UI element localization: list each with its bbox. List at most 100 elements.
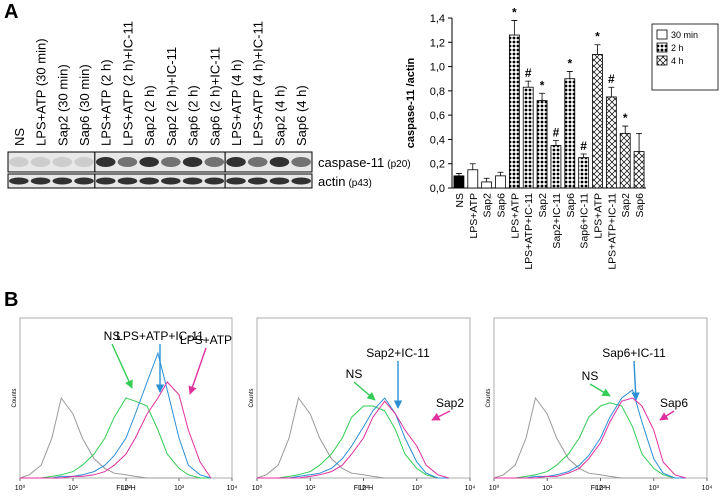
histogram-line	[494, 389, 686, 479]
histogram-line	[20, 381, 212, 479]
lane-label: LPS+ATP (30 min)	[34, 38, 49, 146]
blot-band	[226, 177, 246, 185]
x-tick-label: Sap2	[537, 193, 549, 218]
annotation-arrow	[589, 383, 611, 397]
lane-label: NS	[12, 128, 27, 146]
blot-band	[182, 177, 203, 185]
blot-band	[269, 177, 290, 185]
x-tick-label: Sap2	[482, 193, 494, 218]
significance-marker: *	[567, 56, 572, 70]
y-tick-label: 0,4	[430, 134, 445, 146]
bar	[508, 34, 520, 189]
x-tick-label: NS	[454, 193, 466, 208]
bar	[564, 78, 576, 189]
lane-label: Sap6 (30 min)	[77, 64, 92, 146]
x-tick-label: LPS+ATP+IC-11	[606, 193, 618, 270]
x-axis-label: FL2-H	[116, 485, 135, 492]
lane-label: LPS+ATP (2 h)+IC-11	[120, 21, 135, 146]
y-tick-label: 0,8	[430, 86, 445, 98]
annotation-label: NS	[582, 369, 599, 383]
histogram-line	[19, 396, 211, 479]
band-size: (p43)	[348, 178, 371, 189]
x-tick-label: 10³	[412, 485, 423, 492]
error-bar	[525, 80, 532, 88]
annotation-arrow	[353, 381, 376, 401]
error-bar	[636, 132, 643, 152]
y-tick-label: 1,4	[430, 13, 445, 25]
x-tick-label: LPS+ATP	[509, 193, 521, 239]
band-label: actin (p43)	[318, 174, 372, 189]
blot-band	[161, 157, 181, 167]
lane-label: Sap2 (4 h)	[272, 85, 287, 146]
x-tick-label: Sap6	[634, 193, 646, 218]
lane-label: Sap2 (30 min)	[55, 64, 70, 146]
y-axis-label: caspase-11 /actin	[405, 57, 417, 148]
blot-band	[74, 157, 94, 167]
y-tick-label: 1,0	[430, 62, 445, 74]
legend-label: 2 h	[671, 43, 684, 53]
blot-band	[117, 157, 138, 167]
lane-label: LPS+ATP (4 h)	[229, 59, 244, 146]
x-tick-label: Sap6	[496, 193, 508, 218]
error-bar	[483, 177, 490, 182]
band-name: actin	[318, 174, 345, 189]
error-bar	[469, 163, 476, 170]
blot-band	[291, 177, 311, 185]
blot-band	[52, 177, 73, 185]
y-tick-label: 0,2	[430, 159, 445, 171]
blot-band	[182, 157, 203, 167]
blot-band	[30, 177, 51, 185]
band-size: (p20)	[387, 159, 410, 170]
x-tick-label: Sap2+IC-11	[551, 193, 563, 249]
bar	[605, 96, 617, 189]
annotation-label: Sap2	[436, 396, 464, 410]
bar	[619, 132, 631, 189]
blot-band	[52, 157, 73, 167]
y-axis-label: Counts	[486, 388, 492, 407]
blot-band	[139, 157, 159, 167]
legend-label: 4 h	[671, 56, 684, 66]
panel-label: B	[4, 289, 18, 311]
x-tick-label: Sap6	[565, 193, 577, 218]
panel-label: A	[4, 1, 18, 23]
bar	[578, 157, 590, 189]
x-tick-label: 10³	[649, 485, 660, 492]
lane-label: LPS+ATP (2 h)	[99, 59, 114, 146]
x-tick-label: 10⁴	[227, 485, 238, 492]
error-bar	[622, 125, 629, 134]
band-label: caspase-11 (p20)	[318, 155, 411, 170]
x-axis-label: FL2-H	[591, 485, 610, 492]
x-tick-label: Sap2	[620, 193, 632, 218]
x-tick-label: 10³	[174, 485, 185, 492]
x-tick-label: LPS+ATP	[468, 193, 480, 239]
annotation-label: Sap6	[660, 396, 688, 410]
lane-label: Sap2 (2 h)	[142, 85, 157, 146]
x-tick-label: LPS+ATP	[593, 193, 605, 239]
annotation-label: NS	[346, 367, 363, 381]
annotation-label: Sap2+IC-11	[366, 346, 430, 360]
histogram-line	[493, 396, 686, 479]
annotation-arrow	[188, 347, 207, 395]
lane-label: Sap6 (2 h)	[186, 85, 201, 146]
x-tick-label: 10⁰	[252, 484, 263, 492]
blot-band	[204, 177, 225, 185]
blot-band	[74, 177, 94, 185]
bar	[467, 169, 479, 189]
blot-band	[226, 157, 246, 167]
lane-label: Sap6 (4 h)	[294, 85, 309, 146]
histogram-line	[256, 396, 449, 479]
blot-band	[95, 177, 116, 185]
blot-band	[247, 157, 268, 167]
blot-strip	[224, 151, 313, 173]
blot-band	[95, 157, 116, 167]
blot-band	[269, 157, 290, 167]
x-tick-label: 10²	[595, 485, 606, 492]
lane-label: LPS+ATP (4 h)+IC-11	[251, 21, 266, 146]
lane-label: Sap2 (2 h)+IC-11	[164, 47, 179, 146]
x-tick-label: 10¹	[305, 485, 316, 492]
significance-marker: *	[512, 5, 517, 19]
x-tick-label: 10²	[358, 485, 369, 492]
y-tick-label: 0,0	[430, 183, 445, 195]
error-bar	[511, 20, 518, 35]
